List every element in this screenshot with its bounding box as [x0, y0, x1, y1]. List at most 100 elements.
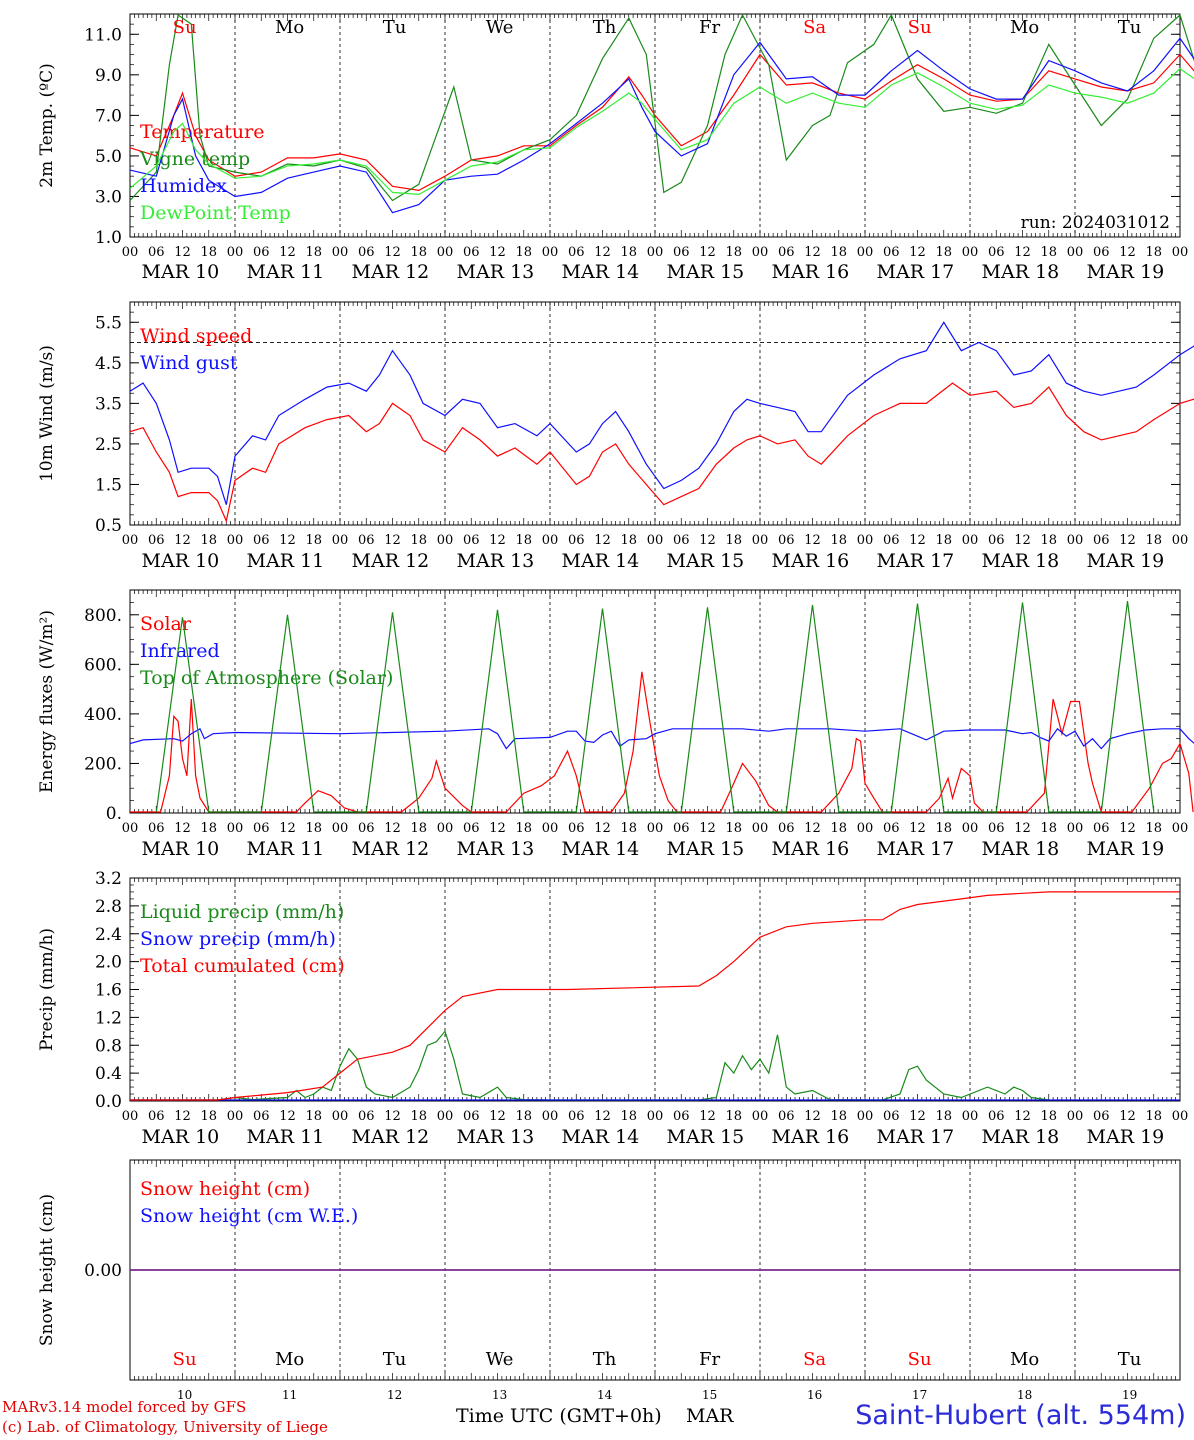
hour-tick-label: 18	[1145, 821, 1162, 836]
legend-entry: Wind speed	[140, 325, 252, 347]
hour-tick-label: 12	[699, 245, 716, 260]
hour-tick-label: 18	[305, 245, 322, 260]
hour-tick-label: 06	[883, 533, 900, 548]
y-tick-label: 1.6	[95, 981, 122, 1001]
hour-tick-label: 00	[647, 245, 664, 260]
hour-tick-label: 18	[200, 245, 217, 260]
hour-tick-label: 18	[830, 821, 847, 836]
hour-tick-label: 00	[542, 533, 559, 548]
date-label: MAR 12	[352, 838, 430, 860]
hour-tick-label: 06	[358, 245, 375, 260]
legend-entry: Vigne temp	[139, 148, 250, 170]
y-axis-title: 10m Wind (m/s)	[37, 345, 57, 482]
date-label: MAR 17	[877, 261, 955, 283]
hour-tick-label: 18	[410, 821, 427, 836]
legend-entry: Snow height (cm W.E.)	[140, 1205, 358, 1227]
hour-tick-label: 12	[804, 245, 821, 260]
hour-tick-label: 18	[515, 245, 532, 260]
hour-tick-label: 18	[1040, 1109, 1057, 1124]
time-axis-label: Time UTC (GMT+0h)	[456, 1405, 662, 1427]
hour-tick-label: 06	[778, 533, 795, 548]
date-label: MAR 16	[772, 1126, 850, 1148]
hour-tick-label: 00	[647, 1109, 664, 1124]
meteogram-svg: 1.0 3.0 5.0 7.0 9.0 11.0 2m Temp. (ºC) Temperat…	[37, 13, 1194, 1402]
y-tick-label: 200.	[84, 754, 122, 774]
hour-tick-label: 00	[122, 821, 139, 836]
y-tick-label: 600.	[84, 655, 122, 675]
hour-tick-label: 00	[122, 245, 139, 260]
day-abbr-label: Mo	[1010, 1349, 1039, 1370]
hour-tick-label: 00	[437, 1109, 454, 1124]
legend-entry: DewPoint Temp	[140, 202, 291, 224]
y-tick-label: 2.4	[95, 925, 122, 945]
hour-tick-label: 00	[332, 245, 349, 260]
hour-tick-label: 00	[647, 533, 664, 548]
hour-tick-label: 12	[804, 1109, 821, 1124]
date-label: MAR 16	[772, 838, 850, 860]
hour-tick-label: 18	[200, 821, 217, 836]
date-label: MAR 18	[982, 1126, 1060, 1148]
date-label: MAR 10	[142, 550, 220, 572]
hour-tick-label: 18	[830, 245, 847, 260]
series-line-liquid-precip-mm-h-	[130, 1030, 1049, 1101]
y-tick-label: 800.	[84, 606, 122, 626]
hour-tick-label: 06	[148, 821, 165, 836]
hour-tick-label: 12	[909, 533, 926, 548]
hour-tick-label: 12	[384, 821, 401, 836]
hour-tick-label: 00	[122, 1109, 139, 1124]
date-label: MAR 10	[142, 261, 220, 283]
hour-tick-label: 06	[253, 1109, 270, 1124]
date-label: MAR 14	[562, 550, 640, 572]
day-abbr-label: Mo	[275, 17, 304, 38]
y-tick-label: 11.0	[84, 25, 122, 45]
hour-tick-label: 12	[594, 821, 611, 836]
hour-tick-label: 12	[804, 821, 821, 836]
date-label: MAR 14	[562, 1126, 640, 1148]
hour-tick-label: 00	[1172, 245, 1189, 260]
hour-tick-label: 00	[542, 1109, 559, 1124]
hour-tick-label: 00	[227, 1109, 244, 1124]
date-label: MAR 15	[667, 1126, 745, 1148]
y-tick-label: 5.5	[95, 313, 122, 333]
hour-tick-label: 12	[279, 1109, 296, 1124]
hour-tick-label: 00	[437, 533, 454, 548]
panel-2-frame	[129, 301, 1181, 526]
hour-tick-label: 12	[1119, 533, 1136, 548]
day-abbr-label: Sa	[803, 17, 826, 38]
hour-tick-label: 18	[830, 533, 847, 548]
date-label: MAR 14	[562, 261, 640, 283]
hour-tick-label: 06	[673, 821, 690, 836]
y-tick-label: 1.2	[95, 1008, 122, 1028]
hour-tick-label: 18	[515, 821, 532, 836]
hour-tick-label: 06	[148, 533, 165, 548]
hour-tick-label: 12	[699, 533, 716, 548]
hour-tick-label: 00	[752, 533, 769, 548]
hour-tick-label: 18	[1040, 533, 1057, 548]
credit-line-1: MARv3.14 model forced by GFS	[2, 1398, 247, 1416]
day-number-label: 19	[1122, 1388, 1137, 1400]
hour-tick-label: 06	[463, 1109, 480, 1124]
hour-tick-label: 00	[1067, 1109, 1084, 1124]
date-label: MAR 18	[982, 838, 1060, 860]
hour-tick-label: 06	[1093, 1109, 1110, 1124]
series-line-dewpoint-temp	[129, 67, 1194, 196]
date-label: MAR 10	[142, 1126, 220, 1148]
hour-tick-label: 18	[305, 1109, 322, 1124]
hour-tick-label: 06	[988, 245, 1005, 260]
hour-tick-label: 00	[227, 245, 244, 260]
date-label: MAR 12	[352, 550, 430, 572]
hour-tick-label: 06	[673, 1109, 690, 1124]
hour-tick-label: 18	[410, 1109, 427, 1124]
hour-tick-label: 00	[857, 245, 874, 260]
hour-tick-label: 00	[227, 821, 244, 836]
legend-entry: Top of Atmosphere (Solar)	[140, 667, 393, 689]
date-label: MAR 19	[1087, 1126, 1165, 1148]
day-abbr-label: Su	[908, 17, 932, 38]
hour-tick-label: 12	[1014, 1109, 1031, 1124]
series-line-humidex	[129, 37, 1194, 214]
hour-tick-label: 12	[909, 821, 926, 836]
hour-tick-label: 00	[857, 533, 874, 548]
hour-tick-label: 18	[305, 533, 322, 548]
hour-tick-label: 12	[909, 245, 926, 260]
y-tick-label: 1.5	[95, 475, 122, 495]
